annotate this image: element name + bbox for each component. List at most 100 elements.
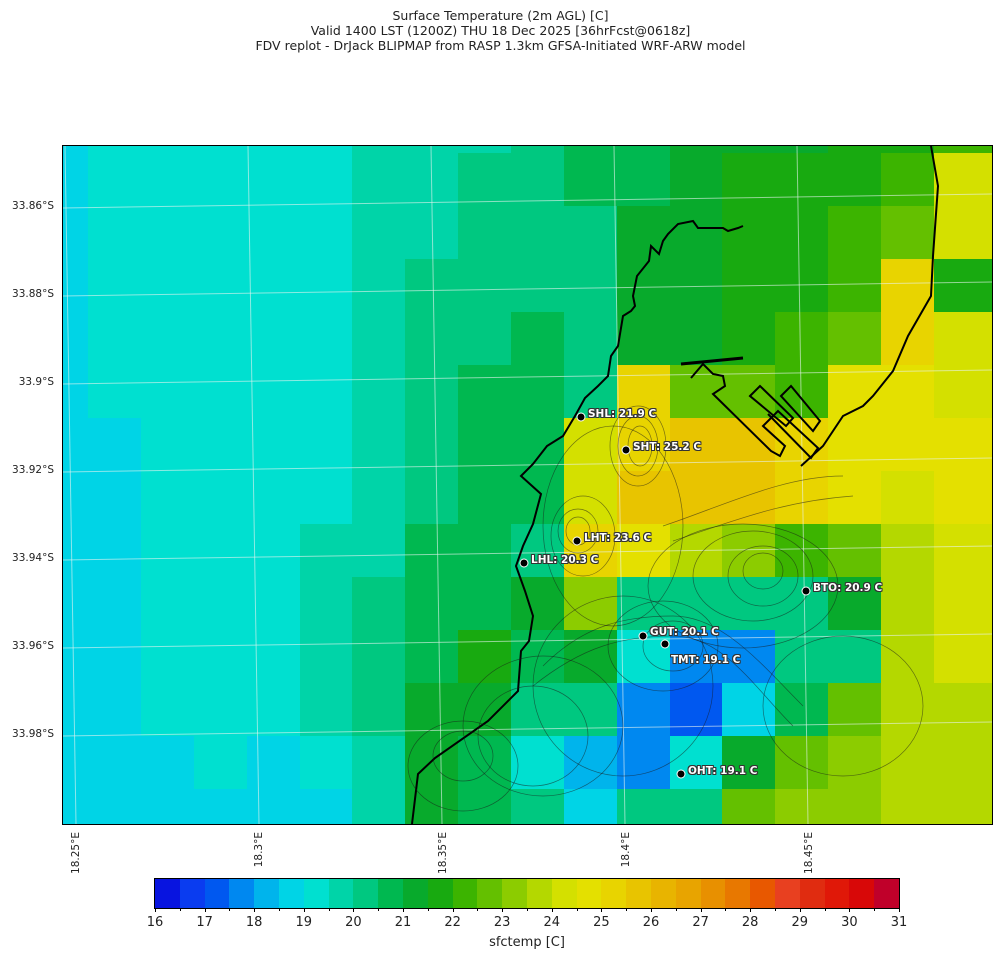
heatmap-cell (775, 312, 828, 365)
heatmap-cell (458, 146, 511, 153)
colorbar-swatch (328, 879, 354, 908)
station-marker-shl[interactable] (576, 412, 586, 422)
colorbar-tick (155, 908, 156, 912)
heatmap-cell (722, 683, 775, 736)
heatmap-cell (775, 683, 828, 736)
heatmap-cell (141, 577, 194, 630)
heatmap-cell (881, 683, 934, 736)
station-label-shl: SHL: 21.9 C (588, 408, 657, 420)
heatmap-cell (934, 206, 987, 259)
station-marker-gut[interactable] (638, 631, 648, 641)
y-tick-label: 33.98°S (12, 728, 54, 740)
colorbar-swatch (204, 879, 230, 908)
heatmap-cell (881, 577, 934, 630)
heatmap-cell (987, 312, 992, 365)
chart-subtitle-source: FDV replot - DrJack BLIPMAP from RASP 1.… (255, 38, 746, 53)
station-marker-tmt[interactable] (660, 639, 670, 649)
colorbar-tick (502, 908, 504, 912)
heatmap-cell (247, 524, 300, 577)
heatmap-cell (934, 312, 987, 365)
colorbar-minor-tick (229, 908, 231, 911)
heatmap-cell (458, 683, 511, 736)
heatmap-cell (141, 524, 194, 577)
heatmap-cell (828, 365, 881, 418)
heatmap-cell (194, 736, 247, 789)
colorbar-swatch (849, 879, 875, 908)
y-tick-label: 33.92°S (12, 464, 54, 476)
heatmap-cell (300, 789, 352, 824)
heatmap-cell (300, 683, 352, 736)
colorbar-tick-label: 18 (245, 915, 263, 930)
heatmap-cell (405, 524, 458, 577)
heatmap-cell (88, 471, 141, 524)
heatmap-cell (300, 259, 352, 312)
station-marker-bto[interactable] (801, 586, 811, 596)
heatmap-cell (300, 630, 352, 683)
heatmap-cell (141, 153, 194, 206)
heatmap-cell (88, 418, 141, 471)
x-tick-label: 18.35°E (437, 832, 449, 874)
heatmap-cell (141, 259, 194, 312)
station-marker-oht[interactable] (676, 769, 686, 779)
heatmap-cell (564, 312, 617, 365)
heatmap-cell (722, 259, 775, 312)
heatmap-cell (617, 577, 670, 630)
heatmap-cell (564, 418, 617, 471)
heatmap-cell (63, 524, 88, 577)
y-tick-label: 33.88°S (12, 288, 54, 300)
heatmap-cell (63, 577, 88, 630)
heatmap-cell (458, 418, 511, 471)
colorbar-tick (799, 908, 801, 912)
station-label-bto: BTO: 20.9 C (813, 582, 883, 594)
heatmap-cell (934, 259, 987, 312)
heatmap-cell (670, 789, 722, 824)
heatmap-cell (352, 259, 405, 312)
heatmap-cell (194, 312, 247, 365)
colorbar-swatch (725, 879, 751, 908)
colorbar-tick (849, 908, 851, 912)
station-marker-lhl[interactable] (519, 558, 529, 568)
heatmap-cell (934, 146, 987, 153)
heatmap-cell (405, 206, 458, 259)
heatmap-cell (458, 577, 511, 630)
station-marker-sht[interactable] (621, 445, 631, 455)
colorbar-minor-tick (626, 908, 628, 911)
heatmap-cell (775, 524, 828, 577)
heatmap-cell (564, 146, 617, 153)
heatmap-cell (511, 630, 564, 683)
colorbar-minor-tick (378, 908, 380, 911)
temperature-map[interactable] (62, 145, 993, 825)
heatmap-cell (511, 153, 564, 206)
heatmap-cell (775, 153, 828, 206)
station-marker-lht[interactable] (572, 536, 582, 546)
heatmap-cell (934, 736, 987, 789)
heatmap-cell (934, 789, 987, 824)
heatmap-cell (775, 471, 828, 524)
colorbar-swatch (378, 879, 403, 908)
heatmap-cell (670, 146, 722, 153)
heatmap-cell (987, 471, 992, 524)
colorbar-minor-tick (775, 908, 776, 911)
heatmap-cell (670, 206, 722, 259)
heatmap-cell (194, 630, 247, 683)
heatmap-cell (141, 146, 194, 153)
colorbar-label: sfctemp [C] (489, 935, 565, 950)
heatmap-cell (194, 471, 247, 524)
heatmap-cell (881, 259, 934, 312)
heatmap-cell (352, 471, 405, 524)
colorbar-minor-tick (477, 908, 479, 911)
heatmap-cell (881, 736, 934, 789)
heatmap-cell (828, 418, 881, 471)
heatmap-cell (881, 312, 934, 365)
heatmap-cell (458, 630, 511, 683)
colorbar-swatch (477, 879, 503, 908)
heatmap-cell (670, 577, 722, 630)
colorbar-swatch (526, 879, 552, 908)
colorbar-tick (601, 908, 603, 912)
heatmap-cell (247, 418, 300, 471)
colorbar-tick-label: 17 (196, 915, 213, 930)
colorbar-tick (204, 908, 206, 912)
heatmap-cell (617, 259, 670, 312)
heatmap-cell (722, 471, 775, 524)
heatmap-cell (300, 206, 352, 259)
